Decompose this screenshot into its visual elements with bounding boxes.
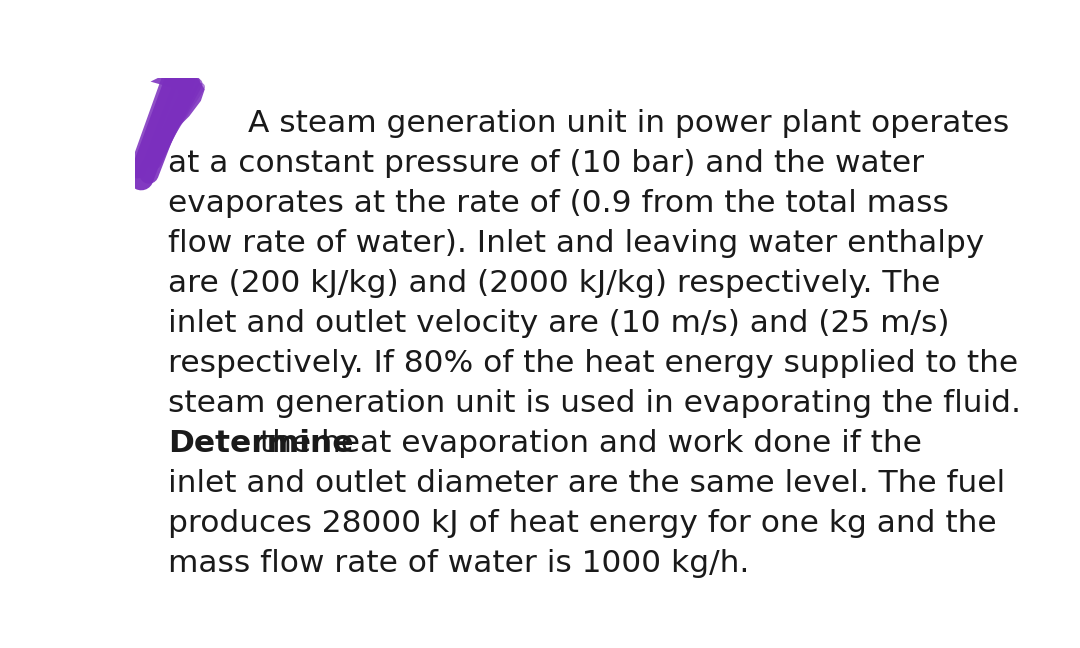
Text: respectively. If 80% of the heat energy supplied to the: respectively. If 80% of the heat energy … [168,349,1018,378]
Text: flow rate of water). Inlet and leaving water enthalpy: flow rate of water). Inlet and leaving w… [168,229,985,258]
Text: are (200 kJ/kg) and (2000 kJ/kg) respectively. The: are (200 kJ/kg) and (2000 kJ/kg) respect… [168,269,941,297]
Text: the heat evaporation and work done if the: the heat evaporation and work done if th… [249,429,921,458]
Text: inlet and outlet diameter are the same level. The fuel: inlet and outlet diameter are the same l… [168,469,1005,498]
Polygon shape [135,78,205,178]
Text: steam generation unit is used in evaporating the fluid.: steam generation unit is used in evapora… [168,389,1022,418]
Text: mass flow rate of water is 1000 kg/h.: mass flow rate of water is 1000 kg/h. [168,549,750,578]
Text: A steam generation unit in power plant operates: A steam generation unit in power plant o… [248,109,1009,137]
Text: inlet and outlet velocity are (10 m/s) and (25 m/s): inlet and outlet velocity are (10 m/s) a… [168,308,950,338]
Text: evaporates at the rate of (0.9 from the total mass: evaporates at the rate of (0.9 from the … [168,189,949,218]
Text: Determine: Determine [168,429,354,458]
Text: produces 28000 kJ of heat energy for one kg and the: produces 28000 kJ of heat energy for one… [168,509,997,538]
Text: at a constant pressure of (10 bar) and the water: at a constant pressure of (10 bar) and t… [168,148,924,178]
